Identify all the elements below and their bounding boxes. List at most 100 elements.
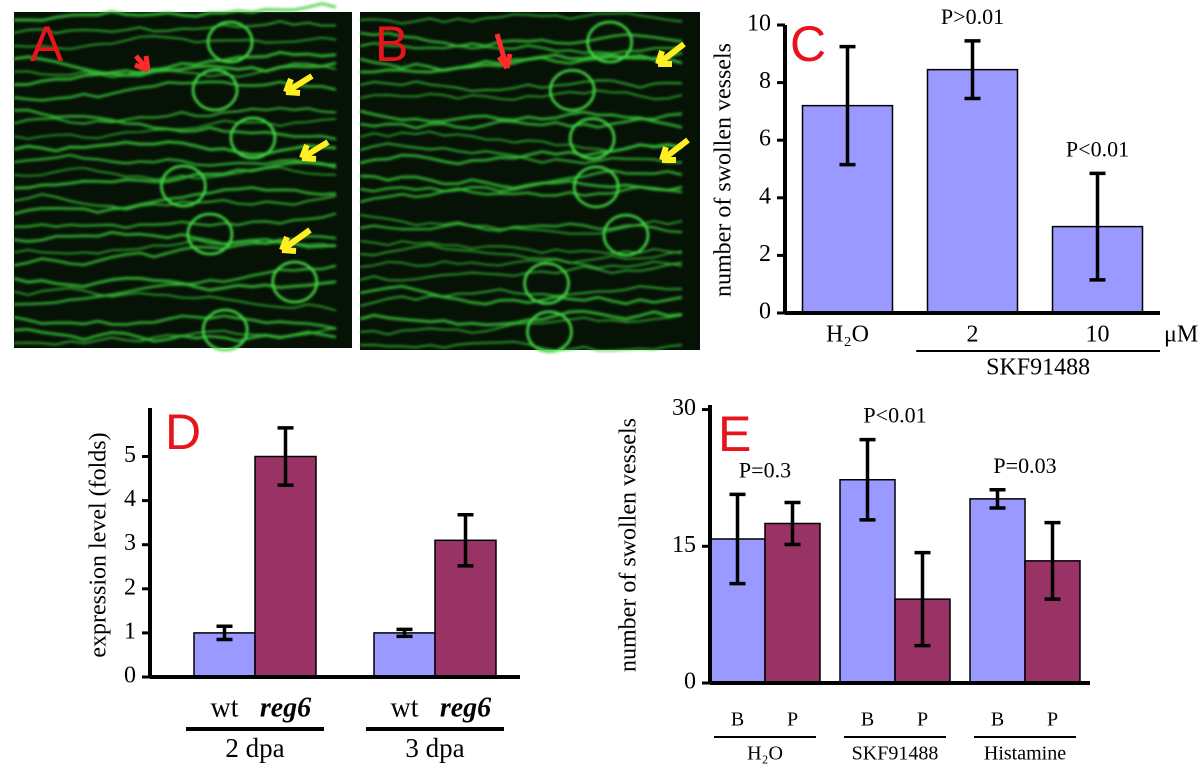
vessel-bulb xyxy=(271,260,319,304)
error-bar xyxy=(1044,520,1061,601)
vessel-strand xyxy=(13,118,337,140)
vessel-strand xyxy=(359,340,683,352)
series-label: reg6 xyxy=(260,692,311,723)
vessel-strand xyxy=(13,108,337,141)
vessel-strand xyxy=(13,264,337,306)
vessel-strand xyxy=(359,109,683,129)
red-arrow xyxy=(494,33,513,70)
y-tick-label: 2 xyxy=(124,574,136,600)
bar xyxy=(254,455,317,678)
y-tick-label: 0 xyxy=(759,299,771,325)
x-tick-label: 3 dpa xyxy=(405,733,464,763)
vessel-strand xyxy=(359,284,683,306)
vessel-bulb xyxy=(186,212,234,256)
error-bar xyxy=(989,488,1006,510)
vessel-bulb xyxy=(549,69,596,112)
series-label: wt xyxy=(391,692,419,723)
vessel-bulb xyxy=(523,262,570,305)
vessel-strand xyxy=(13,186,337,216)
y-tick-label: 3 xyxy=(124,530,136,556)
vessel-strand xyxy=(359,79,683,93)
vessel-bulb xyxy=(191,68,239,112)
error-bar xyxy=(859,437,876,522)
p-value: P<0.01 xyxy=(1066,136,1129,161)
vessel-strand xyxy=(13,62,337,79)
vessel-strand xyxy=(359,222,683,234)
vessel-strand xyxy=(359,309,683,327)
y-tick-label: 6 xyxy=(759,126,771,152)
panel-label: C xyxy=(790,16,826,72)
yellow-arrow xyxy=(299,139,330,162)
vessel-strand xyxy=(359,261,683,282)
bar xyxy=(969,498,1026,684)
panel-label: A xyxy=(30,16,64,72)
yellow-arrow xyxy=(279,227,312,254)
image-a: A xyxy=(13,2,352,352)
group-label: SKF91488 xyxy=(986,355,1090,381)
y-tick-label: 1 xyxy=(124,618,136,644)
series-label: P xyxy=(787,709,798,731)
vessel-bulb xyxy=(201,308,249,352)
vessel-strand xyxy=(13,287,337,312)
vessel-strand xyxy=(359,53,683,74)
panel-label: B xyxy=(375,16,408,72)
error-bar xyxy=(1089,171,1106,282)
error-bar xyxy=(729,492,746,586)
texture-b xyxy=(359,12,683,353)
y-tick-label: 10 xyxy=(747,11,771,37)
vessel-bulb xyxy=(572,165,620,209)
p-value: P>0.01 xyxy=(941,4,1004,29)
panel-label: E xyxy=(718,406,751,462)
y-tick-label: 0 xyxy=(124,663,136,689)
x-tick-label: Histamine xyxy=(984,743,1066,765)
vessel-bulb xyxy=(160,164,207,208)
vessel-strand xyxy=(13,160,337,190)
vessel-strand xyxy=(13,212,337,229)
error-bar xyxy=(277,426,294,487)
vessel-strand xyxy=(13,276,337,292)
image-b: B xyxy=(359,12,700,353)
vessel-strand xyxy=(359,143,683,166)
vessel-strand xyxy=(359,214,683,235)
y-tick-label: 2 xyxy=(759,241,771,267)
vessel-strand xyxy=(13,327,337,346)
yellow-arrow xyxy=(283,73,314,96)
y-tick-label: 8 xyxy=(759,68,771,94)
error-bar xyxy=(784,500,801,547)
vessel-bulb xyxy=(568,117,616,160)
vessel-strand xyxy=(13,80,337,102)
error-bar xyxy=(914,550,931,648)
vessel-strand xyxy=(13,140,337,157)
vessel-bulb xyxy=(206,20,254,64)
vessel-strand xyxy=(13,153,337,167)
y-tick-label: 30 xyxy=(672,395,696,421)
y-tick-label: 4 xyxy=(759,183,771,209)
series-label: B xyxy=(731,709,744,731)
red-arrow xyxy=(134,54,151,73)
vessel-strand xyxy=(359,12,683,25)
vessel-strand xyxy=(13,106,337,125)
series-label: B xyxy=(861,709,874,731)
vessel-strand xyxy=(13,314,337,331)
vessel-bulb xyxy=(586,20,633,64)
y-axis-label: number of swollen vessels xyxy=(711,43,737,297)
y-axis-label: expression level (folds) xyxy=(86,432,112,657)
series-label: P xyxy=(1047,709,1058,731)
p-value: P=0.3 xyxy=(739,457,791,482)
p-value: P<0.01 xyxy=(863,403,926,428)
series-label: P xyxy=(917,709,928,731)
yellow-arrow xyxy=(655,41,686,67)
y-axis-label: number of swollen vessels xyxy=(616,418,642,672)
vessel-strand xyxy=(359,314,683,336)
p-value: P=0.03 xyxy=(993,453,1056,478)
vessel-strand xyxy=(359,174,683,192)
vessel-strand xyxy=(13,20,337,35)
vessel-strand xyxy=(13,35,337,51)
bar xyxy=(764,522,821,684)
x-tick-label: 2 dpa xyxy=(225,733,284,763)
vessel-strand xyxy=(359,285,683,307)
error-bar xyxy=(457,512,474,568)
bar xyxy=(373,632,436,678)
series-label: B xyxy=(991,709,1004,731)
vessel-strand xyxy=(359,185,683,197)
